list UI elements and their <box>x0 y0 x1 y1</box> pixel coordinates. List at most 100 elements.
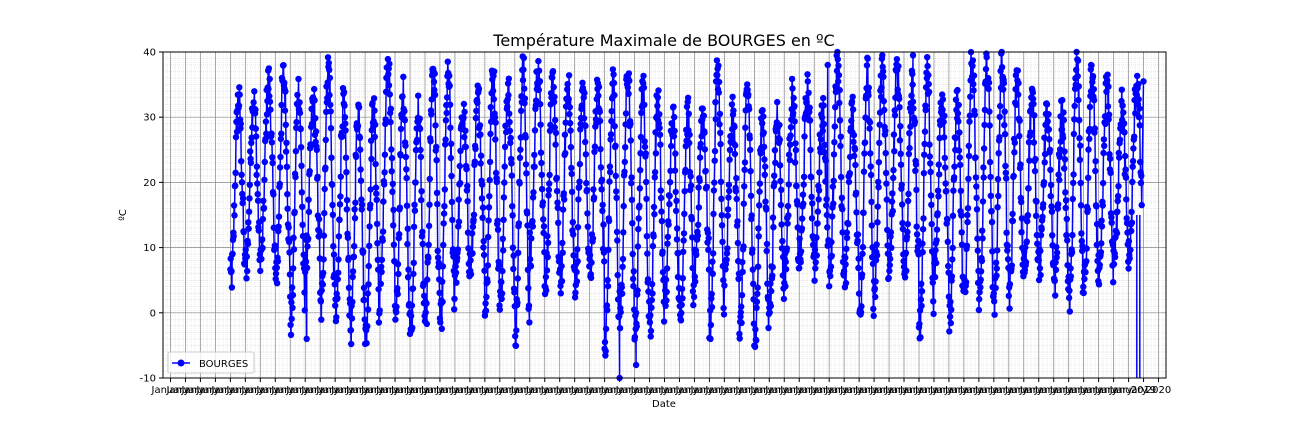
data-point <box>1128 208 1135 216</box>
data-point <box>989 248 996 255</box>
data-point <box>769 264 776 271</box>
data-point <box>1009 217 1017 225</box>
data-point <box>602 325 610 333</box>
data-point <box>751 343 759 350</box>
data-point <box>393 303 400 310</box>
data-point <box>689 288 697 295</box>
data-point <box>505 91 512 99</box>
data-point <box>253 171 260 179</box>
data-point <box>1077 142 1084 149</box>
data-point <box>498 278 505 286</box>
data-point <box>901 274 909 281</box>
data-point <box>424 276 431 283</box>
x-tick-label: January <box>151 385 190 396</box>
data-point <box>912 167 919 174</box>
data-point <box>554 204 561 212</box>
data-point <box>371 107 378 114</box>
data-point <box>337 173 344 180</box>
y-tick-label: 30 <box>143 113 156 124</box>
data-point <box>1061 148 1068 155</box>
data-point <box>600 221 607 228</box>
data-point <box>641 143 649 150</box>
data-point <box>740 243 747 250</box>
data-point <box>813 252 820 259</box>
data-point <box>431 70 438 77</box>
data-point <box>262 118 270 125</box>
data-point <box>701 129 708 136</box>
data-point <box>899 201 906 208</box>
data-point <box>641 138 648 145</box>
data-point <box>940 118 947 126</box>
data-point <box>580 115 588 122</box>
data-point <box>1085 174 1092 181</box>
data-point <box>387 118 394 126</box>
data-point <box>1005 292 1012 300</box>
data-point <box>599 201 606 209</box>
data-point <box>612 142 619 149</box>
data-point <box>431 91 439 99</box>
data-point <box>368 155 375 163</box>
data-point <box>267 106 274 113</box>
data-point <box>712 99 719 106</box>
data-point <box>921 140 928 148</box>
data-point <box>924 54 931 61</box>
data-point <box>991 298 998 305</box>
data-point <box>843 229 850 236</box>
data-point <box>1075 83 1083 90</box>
data-point <box>604 306 611 314</box>
data-point <box>274 258 282 265</box>
data-point <box>925 80 932 88</box>
data-point <box>556 256 563 263</box>
y-tick-label: -10 <box>140 374 156 385</box>
data-point <box>504 103 511 110</box>
data-point <box>1108 219 1115 226</box>
data-point <box>1126 255 1133 262</box>
data-point <box>512 332 519 340</box>
data-point <box>671 167 679 174</box>
data-point <box>468 230 476 237</box>
data-point <box>285 224 292 231</box>
data-point <box>505 75 512 82</box>
data-point <box>1104 77 1111 84</box>
data-point <box>442 141 449 148</box>
data-point <box>544 232 551 240</box>
data-point <box>657 194 665 202</box>
data-point <box>678 285 686 293</box>
data-point <box>1034 240 1041 247</box>
data-point <box>567 119 574 127</box>
data-point <box>1013 101 1020 109</box>
data-point <box>798 225 806 232</box>
data-point <box>733 195 740 203</box>
data-point <box>945 293 953 300</box>
data-point <box>919 240 926 247</box>
data-point <box>476 122 484 129</box>
data-point <box>390 222 397 229</box>
data-point <box>467 257 474 264</box>
data-point <box>612 172 619 180</box>
data-point <box>501 163 508 170</box>
data-point <box>411 207 419 214</box>
data-point <box>1107 169 1114 177</box>
data-point <box>290 265 297 272</box>
data-point <box>848 98 856 105</box>
data-point <box>705 266 713 273</box>
data-point <box>1061 165 1068 172</box>
data-point <box>990 290 997 297</box>
data-point <box>604 282 612 290</box>
data-point <box>972 174 980 181</box>
data-point <box>733 175 740 182</box>
data-point <box>237 120 244 128</box>
data-point <box>670 133 678 140</box>
data-point <box>372 121 379 128</box>
data-point <box>443 94 451 101</box>
data-point <box>981 121 988 129</box>
data-point <box>944 238 951 245</box>
data-point <box>365 281 372 288</box>
data-point <box>529 217 536 225</box>
data-point <box>1100 136 1108 143</box>
data-point <box>752 326 759 333</box>
data-point <box>852 161 859 169</box>
data-point <box>1031 167 1039 175</box>
data-point <box>535 57 542 65</box>
data-point <box>640 72 647 80</box>
